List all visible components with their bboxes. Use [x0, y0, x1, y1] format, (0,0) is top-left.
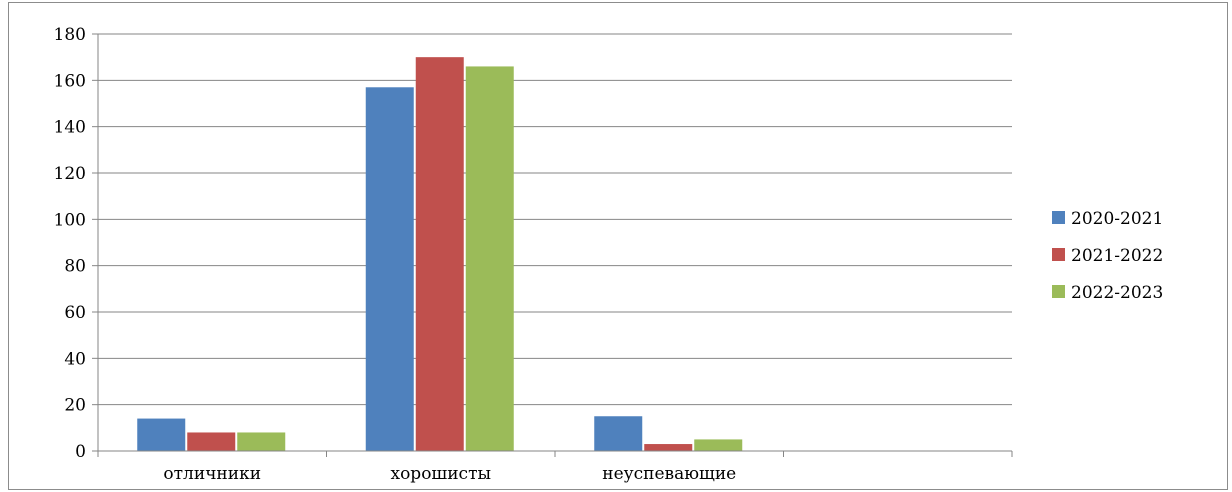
y-tick-label: 0	[75, 442, 86, 462]
y-tick-label: 160	[54, 71, 86, 91]
y-tick-label: 100	[54, 210, 86, 230]
y-tick-label: 120	[54, 164, 86, 184]
legend-swatch	[1052, 285, 1065, 298]
legend-label: 2021-2022	[1071, 246, 1163, 266]
y-tick-label: 140	[54, 118, 86, 138]
y-tick-label: 20	[64, 396, 86, 416]
bar	[187, 432, 236, 451]
bar	[644, 444, 693, 451]
bar	[594, 416, 643, 451]
y-tick-label: 60	[64, 303, 86, 323]
bar	[237, 432, 286, 451]
bar	[465, 66, 514, 451]
gridlines	[98, 33, 1012, 406]
bar	[415, 57, 464, 452]
bar	[694, 439, 743, 451]
axes	[97, 34, 1012, 452]
legend-swatch	[1052, 248, 1065, 261]
y-axis-ticks: 0 20 40 60 80 100 120 140 160 180	[54, 25, 98, 462]
x-axis-categories: отличники хорошисты неуспевающие	[97, 451, 1013, 484]
legend-label: 2020-2021	[1071, 209, 1163, 229]
bar	[365, 87, 414, 452]
x-category-label: неуспевающие	[602, 464, 736, 484]
legend-swatch	[1052, 211, 1065, 224]
y-tick-label: 180	[54, 25, 86, 45]
bars	[137, 57, 743, 452]
x-category-label: хорошисты	[390, 464, 491, 484]
y-tick-label: 80	[64, 257, 86, 277]
legend-label: 2022-2023	[1071, 283, 1163, 303]
y-tick-label: 40	[64, 349, 86, 369]
bar	[137, 418, 186, 451]
chart-frame	[8, 2, 1228, 490]
legend: 2020-2021 2021-2022 2022-2023	[1052, 209, 1163, 303]
x-category-label: отличники	[163, 464, 261, 484]
